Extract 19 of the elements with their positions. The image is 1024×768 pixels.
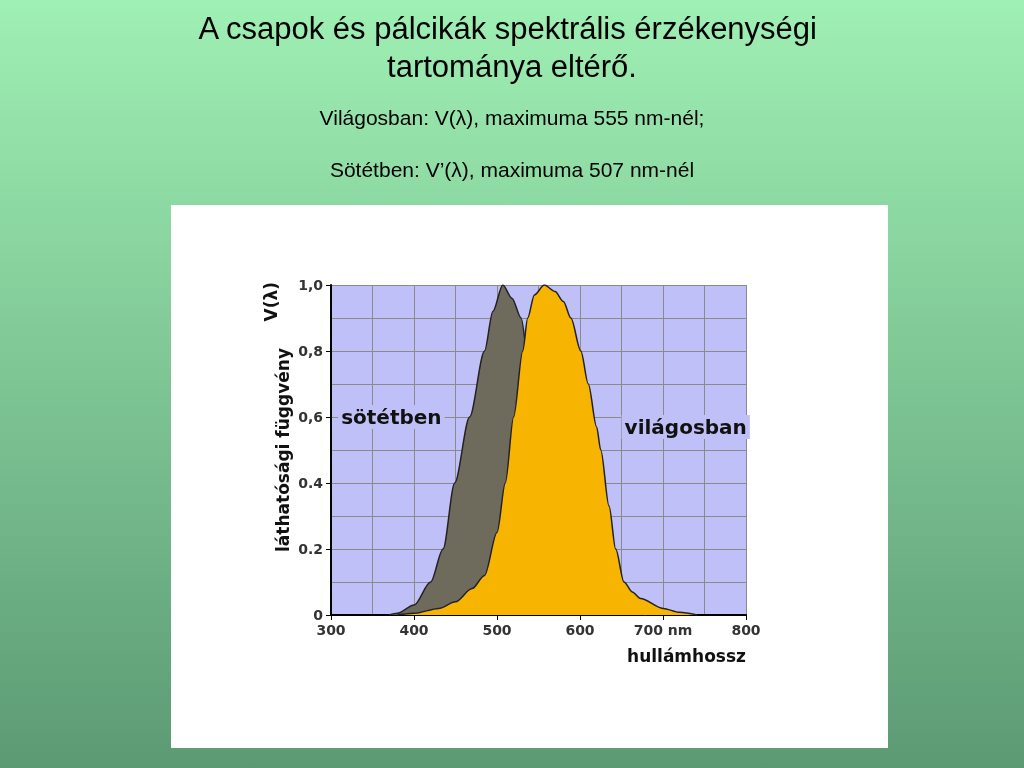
- y-tick-label: 0.2: [298, 541, 323, 557]
- y-axis-title: láthatósági függvény: [272, 348, 293, 552]
- y-tick-label: 0,8: [298, 343, 323, 359]
- chart-title: A csapok és pálcikák spektrális érzékenységi tartománya eltérő.: [198, 10, 826, 84]
- y-tick-label: 0: [313, 607, 324, 623]
- series-label: világosban: [624, 414, 747, 439]
- x-tick-label: 700 nm: [633, 622, 693, 638]
- x-tick-label: 400: [399, 622, 429, 638]
- text: Világosban: V(λ), maximuma 555 nm-nél; Sötétben: V’(λ), maximuma 507 nm-nél: [319, 105, 705, 181]
- y-tick-label: 1,0: [298, 277, 324, 293]
- y-tick-label: 0,6: [298, 409, 323, 425]
- x-tick-label: 600: [565, 622, 595, 638]
- x-tick-label: 300: [316, 622, 346, 638]
- y-tick-label: 0.4: [298, 475, 324, 491]
- text: V(λ): [260, 281, 281, 322]
- series-label: sötétben: [341, 405, 442, 429]
- x-tick-label: 500: [482, 622, 512, 638]
- x-axis-title: hullámhossz: [627, 645, 747, 666]
- x-tick-label: 800: [731, 622, 761, 638]
